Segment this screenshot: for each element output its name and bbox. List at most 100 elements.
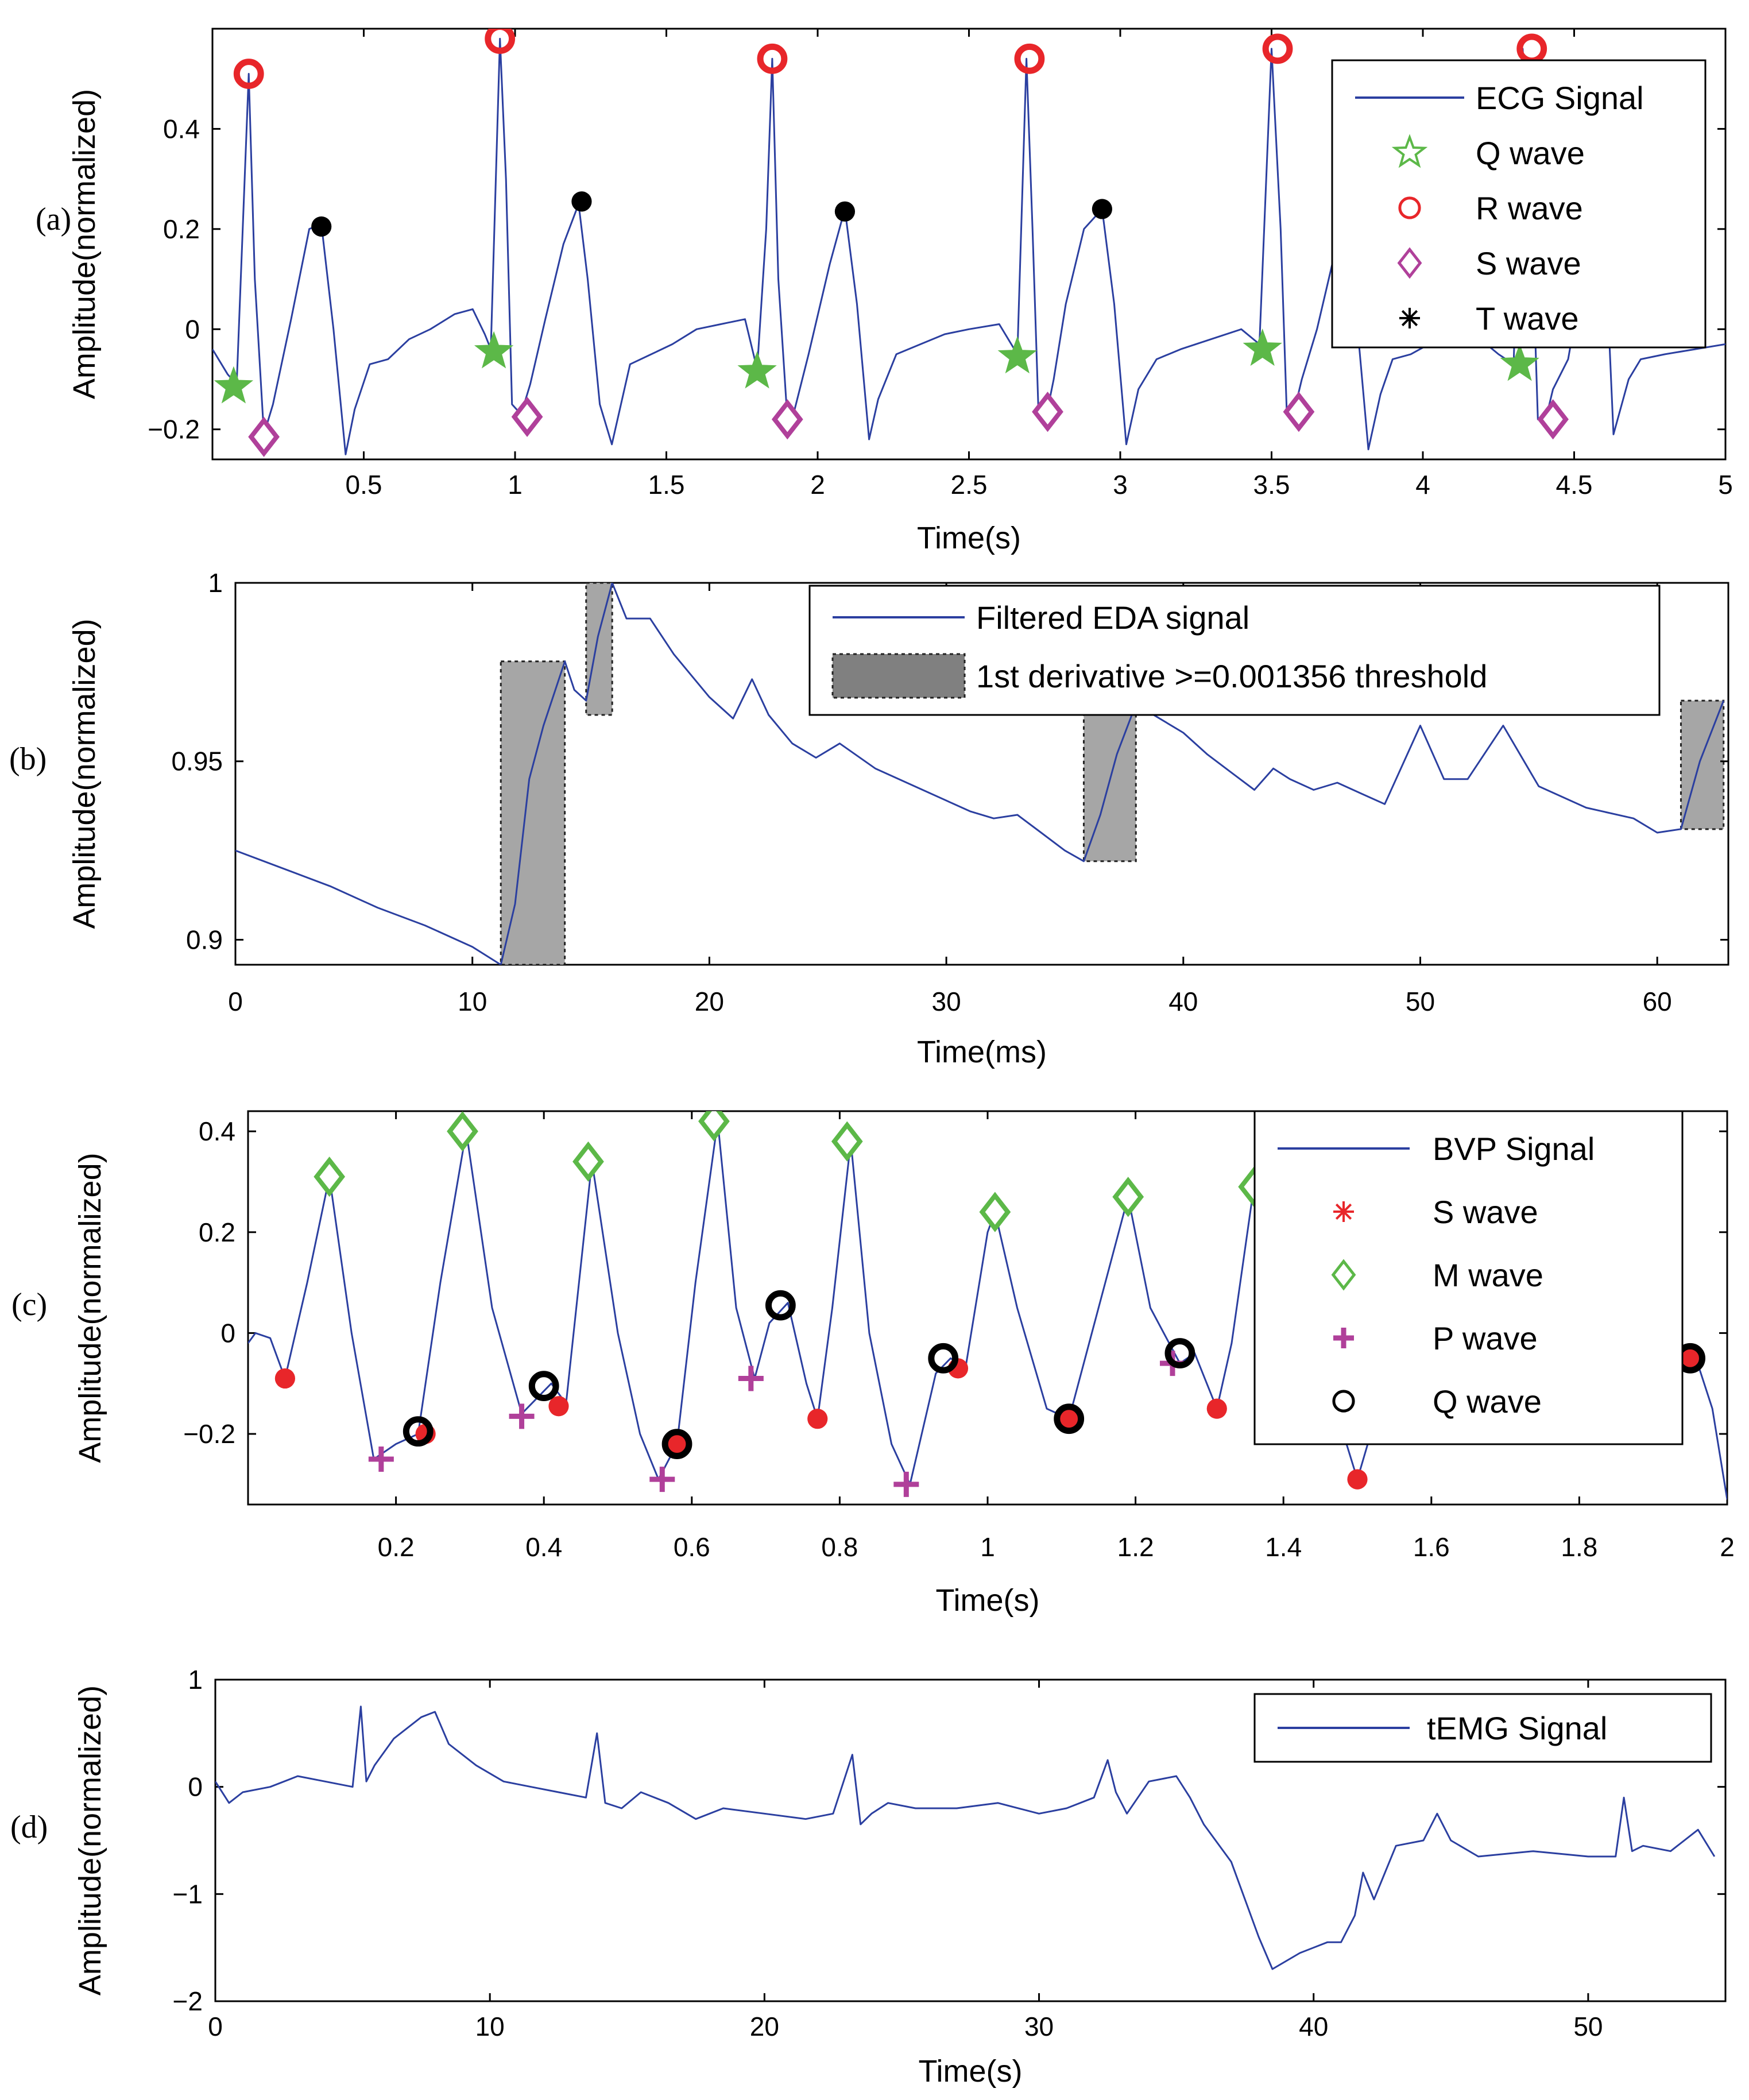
panel-a-legend-box — [1331, 59, 1707, 349]
panel-d-legend-label: tEMG Signal — [1427, 1710, 1607, 1746]
panel-c-legend-marker-swatch — [1333, 1201, 1354, 1222]
panel-a-markers-s-wave — [248, 392, 1569, 457]
panel-b-legend-label: Filtered EDA signal — [976, 600, 1249, 636]
panel-c-ylabel: Amplitude(normalized) — [73, 1153, 107, 1463]
panel-c-p-wave-marker — [738, 1366, 764, 1391]
panel-b-threshold-region-3 — [1680, 699, 1725, 830]
panel-a-t-wave-marker — [1092, 199, 1112, 219]
panel-b-legend: Filtered EDA signal 1st derivative >=0.00… — [808, 585, 1661, 716]
panel-b-legend-patch-swatch — [831, 653, 966, 699]
panel-c-s-wave-marker — [1347, 1469, 1368, 1490]
panel-a-panel-label: (a) — [36, 202, 71, 237]
panel-c-xtick-label: 0.2 — [378, 1532, 415, 1562]
panel-a-legend-marker-swatch — [1398, 196, 1421, 219]
panel-c-s-wave-marker — [807, 1409, 828, 1429]
panel-a-xtick-label: 5 — [1718, 470, 1733, 500]
panel-c-s-wave-marker — [1206, 1398, 1227, 1419]
panel-c-legend-label: Q wave — [1433, 1383, 1542, 1420]
panel-a-xtick-label: 1.5 — [648, 470, 685, 500]
panel-a-xtick-label: 4.5 — [1556, 470, 1593, 500]
panel-c-xtick-label: 0.6 — [674, 1532, 710, 1562]
panel-c-markers-q-wave — [403, 1290, 1706, 1460]
panel-b-legend-label: 1st derivative >=0.001356 threshold — [976, 658, 1487, 694]
panel-d-xlabel: Time(s) — [919, 2054, 1023, 2089]
panel-a-q-wave-marker — [474, 331, 514, 369]
panel-c-legend-label: S wave — [1433, 1194, 1538, 1230]
panel-c-s-wave-marker — [667, 1434, 687, 1455]
panel-b: 0 10 20 30 40 50 60 0.9 0.95 1 Time(ms) Amplitude(n… — [9, 568, 1729, 1069]
panel-c-q-wave-marker — [1054, 1403, 1085, 1434]
panel-c-xtick-label: 1 — [980, 1532, 995, 1562]
panel-b-xtick-label: 60 — [1643, 987, 1672, 1016]
panel-c-m-wave-marker — [314, 1157, 346, 1197]
panel-d-ytick-label: 0 — [188, 1772, 203, 1802]
panel-a-q-wave-marker — [1243, 328, 1282, 366]
panel-a-xtick-label: 0.5 — [346, 470, 382, 500]
panel-a-t-wave-marker — [311, 216, 332, 237]
panel-c-xtick-label: 2 — [1720, 1532, 1735, 1562]
panel-a-r-wave-marker — [757, 43, 788, 74]
panel-c-xtick-label: 1.8 — [1561, 1532, 1597, 1562]
panel-a-ylabel: Amplitude(normalized) — [67, 89, 102, 399]
panel-c-s-wave-marker — [1680, 1348, 1701, 1368]
panel-a-legend-label: T wave — [1476, 300, 1578, 337]
panel-b-xtick-label: 20 — [695, 987, 724, 1016]
panel-b-xtick-label: 40 — [1168, 987, 1198, 1016]
panel-c-m-wave-marker — [572, 1141, 604, 1182]
panel-c-m-wave-marker — [698, 1111, 730, 1142]
panel-a-xtick-label: 3.5 — [1253, 470, 1290, 500]
panel-a-legend-label: S wave — [1476, 245, 1581, 281]
panel-d-legend: tEMG Signal — [1253, 1693, 1712, 1763]
panel-d-xtick-label: 20 — [750, 2012, 779, 2041]
panel-c-m-wave-marker — [447, 1111, 478, 1152]
panel-c-ytick-label: 0.2 — [199, 1217, 235, 1247]
panel-d-axes-frame — [214, 1679, 1727, 2002]
panel-a-xlabel: Time(s) — [917, 521, 1021, 555]
panel-d-xtick-label: 40 — [1299, 2012, 1328, 2041]
panel-b-series-line — [235, 583, 1725, 965]
panel-a-ytick-label: 0.2 — [163, 214, 200, 244]
panel-c-legend-label: M wave — [1433, 1257, 1543, 1293]
panel-c-xtick-label: 1.6 — [1413, 1532, 1450, 1562]
panel-b-ylabel: Amplitude(normalized) — [67, 618, 102, 929]
panel-a-s-wave-marker — [1032, 392, 1063, 432]
panel-a-q-wave-marker — [214, 366, 254, 404]
panel-b-xtick-label: 0 — [228, 987, 243, 1016]
panel-a-t-wave-marker — [571, 191, 592, 212]
panel-c-xtick-label: 1.4 — [1265, 1532, 1302, 1562]
panel-c-legend-marker-swatch — [1332, 1390, 1355, 1413]
panel-d-panel-label: (d) — [10, 1809, 48, 1845]
panel-a-q-wave-marker — [1500, 343, 1539, 381]
panel-a-xtick-label: 2.5 — [951, 470, 988, 500]
panel-a-r-wave-marker — [485, 29, 516, 54]
panel-c-p-wave-marker — [649, 1467, 675, 1492]
panel-a-s-wave-marker — [511, 396, 543, 437]
panel-d-ytick-label: −2 — [173, 1986, 203, 2016]
panel-d-xtick-label: 30 — [1024, 2012, 1054, 2041]
panel-c-m-wave-marker — [1112, 1177, 1144, 1217]
panel-c-p-wave-marker — [893, 1471, 919, 1497]
panel-a-xtick-label: 3 — [1113, 470, 1128, 500]
panel-a-xtick-label: 1 — [508, 470, 523, 500]
panel-a-s-wave-marker — [771, 399, 803, 440]
panel-c-legend-label: P wave — [1433, 1320, 1538, 1356]
panel-c-m-wave-marker — [979, 1192, 1011, 1232]
panel-a-t-wave-marker — [834, 201, 856, 222]
panel-c-q-wave-marker — [1164, 1338, 1195, 1368]
panel-d: 0 10 20 30 40 50 −2 −1 0 1 Time(s) Amplitude(normal… — [10, 1665, 1727, 2089]
panel-c-q-wave-marker — [765, 1290, 796, 1321]
panel-c-q-wave-marker — [661, 1429, 692, 1460]
panel-d-xtick-label: 10 — [475, 2012, 505, 2041]
panel-c-legend-marker-swatch — [1331, 1259, 1356, 1291]
panel-b-panel-label: (b) — [9, 741, 47, 777]
panel-a-markers-q-wave — [214, 328, 1539, 404]
panel-c-xtick-label: 0.8 — [821, 1532, 858, 1562]
panel-c-q-wave-marker — [928, 1343, 959, 1374]
panel-c-legend-marker-swatch — [1333, 1328, 1354, 1348]
panel-a-xtick-label: 2 — [810, 470, 825, 500]
panel-d-xtick-label: 0 — [208, 2012, 223, 2041]
panel-d-ylabel: Amplitude(normalized) — [73, 1685, 107, 1995]
panel-c-xtick-label: 1.2 — [1117, 1532, 1154, 1562]
panel-c-panel-label: (c) — [11, 1287, 47, 1322]
panel-d-xtick-label: 50 — [1573, 2012, 1603, 2041]
